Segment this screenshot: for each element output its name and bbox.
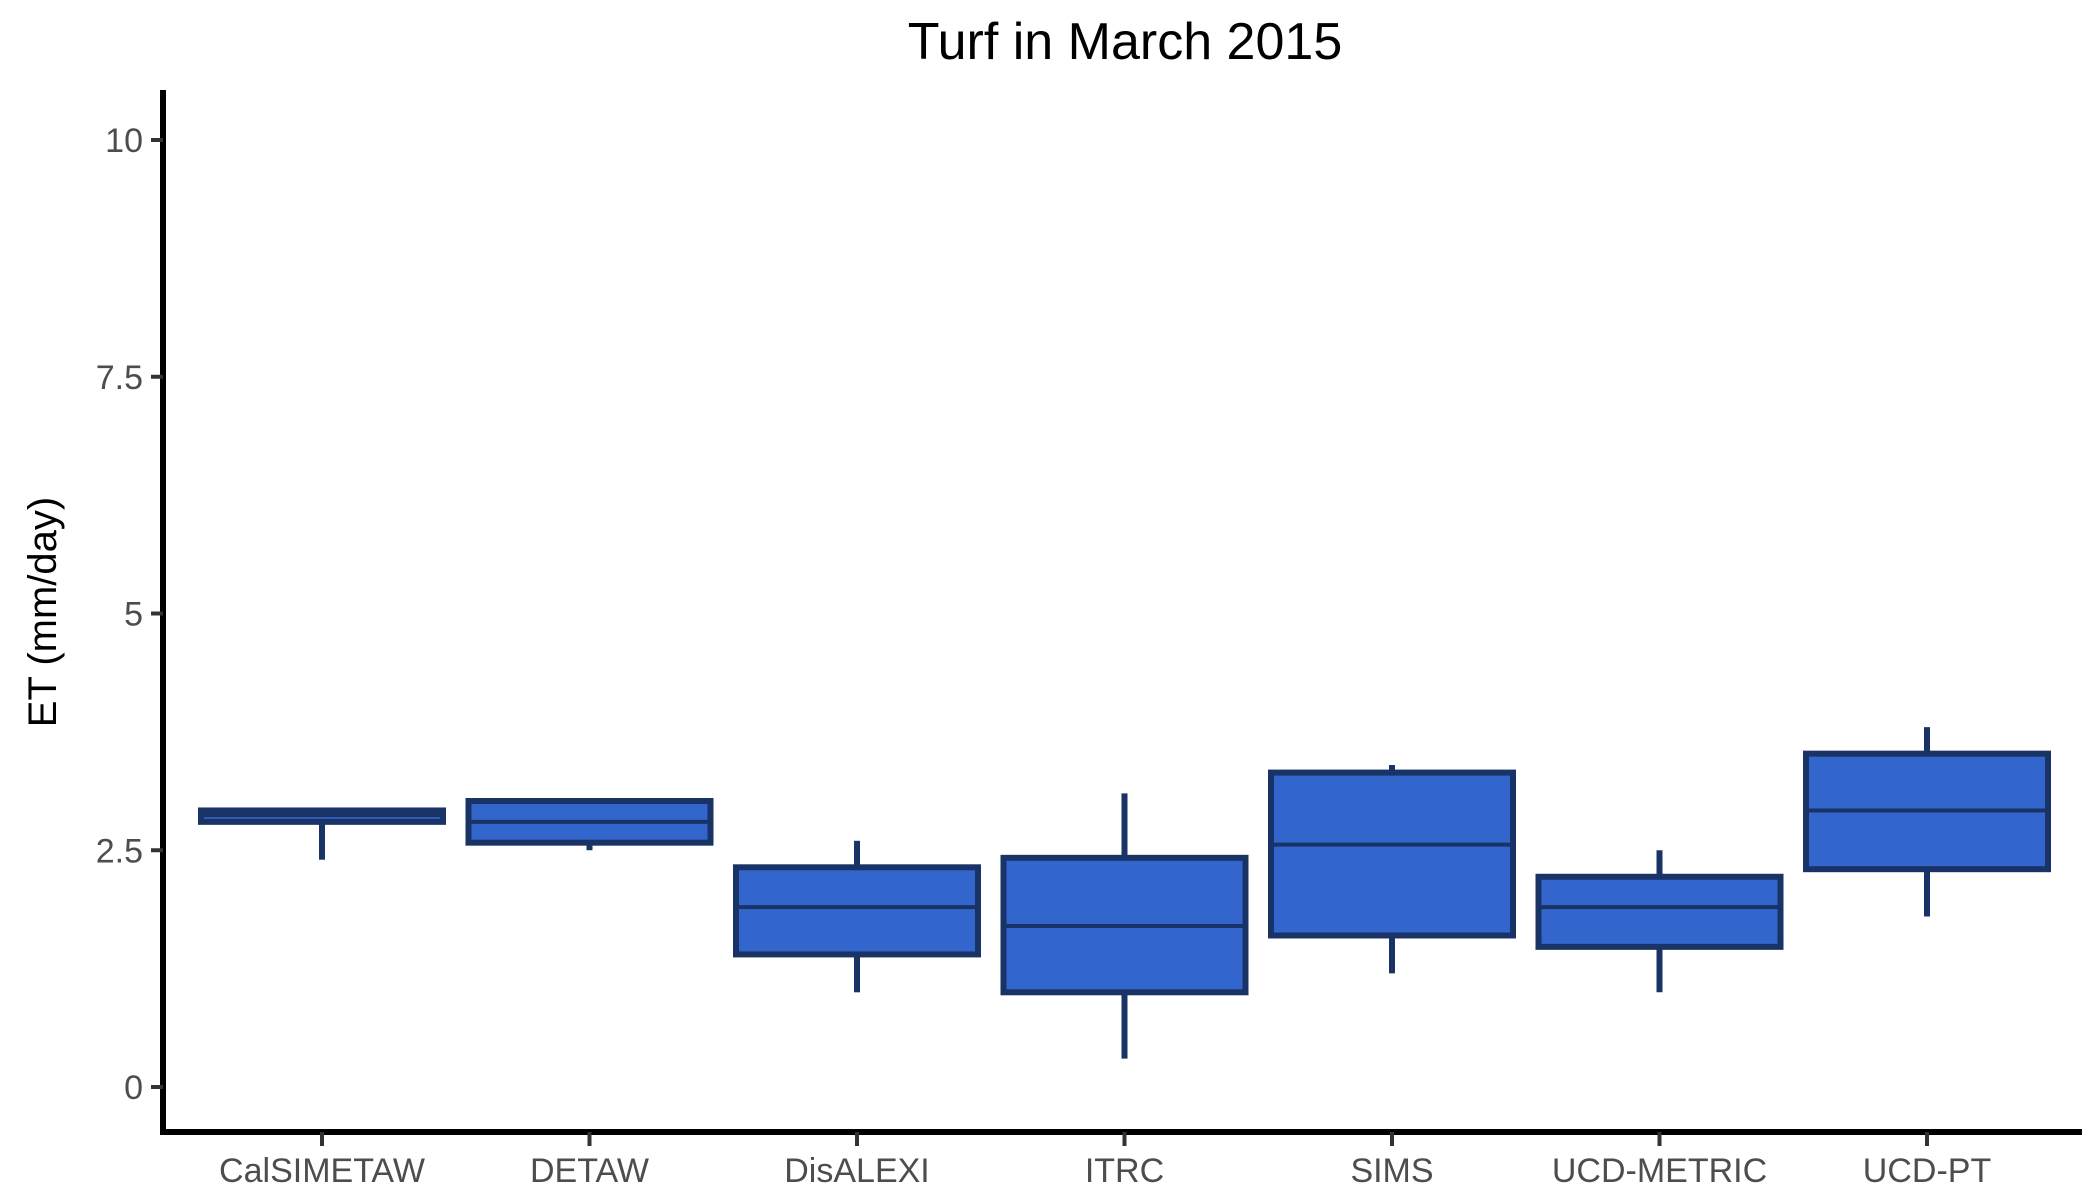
box-calsimetaw bbox=[198, 807, 446, 860]
x-tick-label: UCD-PT bbox=[1863, 1152, 1991, 1190]
box-ucd-metric bbox=[1535, 850, 1784, 993]
box-body bbox=[733, 864, 981, 958]
x-ticks: CalSIMETAW DETAW DisALEXI ITRC SIMS UCD-METRI… bbox=[219, 1132, 1991, 1190]
box-itrc bbox=[1000, 793, 1249, 1059]
box-disalexi bbox=[733, 840, 981, 993]
box-ucd-pt bbox=[1803, 727, 2051, 917]
x-tick-label: SIMS bbox=[1350, 1152, 1433, 1190]
x-tick-label: DisALEXI bbox=[784, 1152, 930, 1190]
y-tick-label: 5 bbox=[124, 596, 143, 634]
y-axis-label: ET (mm/day) bbox=[21, 497, 65, 727]
boxes-layer bbox=[198, 727, 2051, 1059]
box-sims bbox=[1268, 765, 1516, 974]
box-body bbox=[1268, 769, 1516, 939]
box-detaw bbox=[465, 798, 714, 851]
y-tick-label: 10 bbox=[105, 122, 143, 160]
y-tick-label: 7.5 bbox=[96, 359, 143, 397]
axes-layer bbox=[160, 90, 2082, 1135]
box-body bbox=[1535, 873, 1784, 950]
y-ticks: 0 2.5 5 7.5 10 bbox=[96, 122, 163, 1107]
x-tick-label: ITRC bbox=[1085, 1152, 1164, 1190]
chart-title: Turf in March 2015 bbox=[907, 13, 1343, 71]
x-tick-label: UCD-METRIC bbox=[1552, 1152, 1767, 1190]
x-tick-label: DETAW bbox=[530, 1152, 649, 1190]
y-tick-label: 2.5 bbox=[96, 832, 143, 870]
x-tick-label: CalSIMETAW bbox=[219, 1152, 425, 1190]
y-tick-label: 0 bbox=[124, 1069, 143, 1107]
